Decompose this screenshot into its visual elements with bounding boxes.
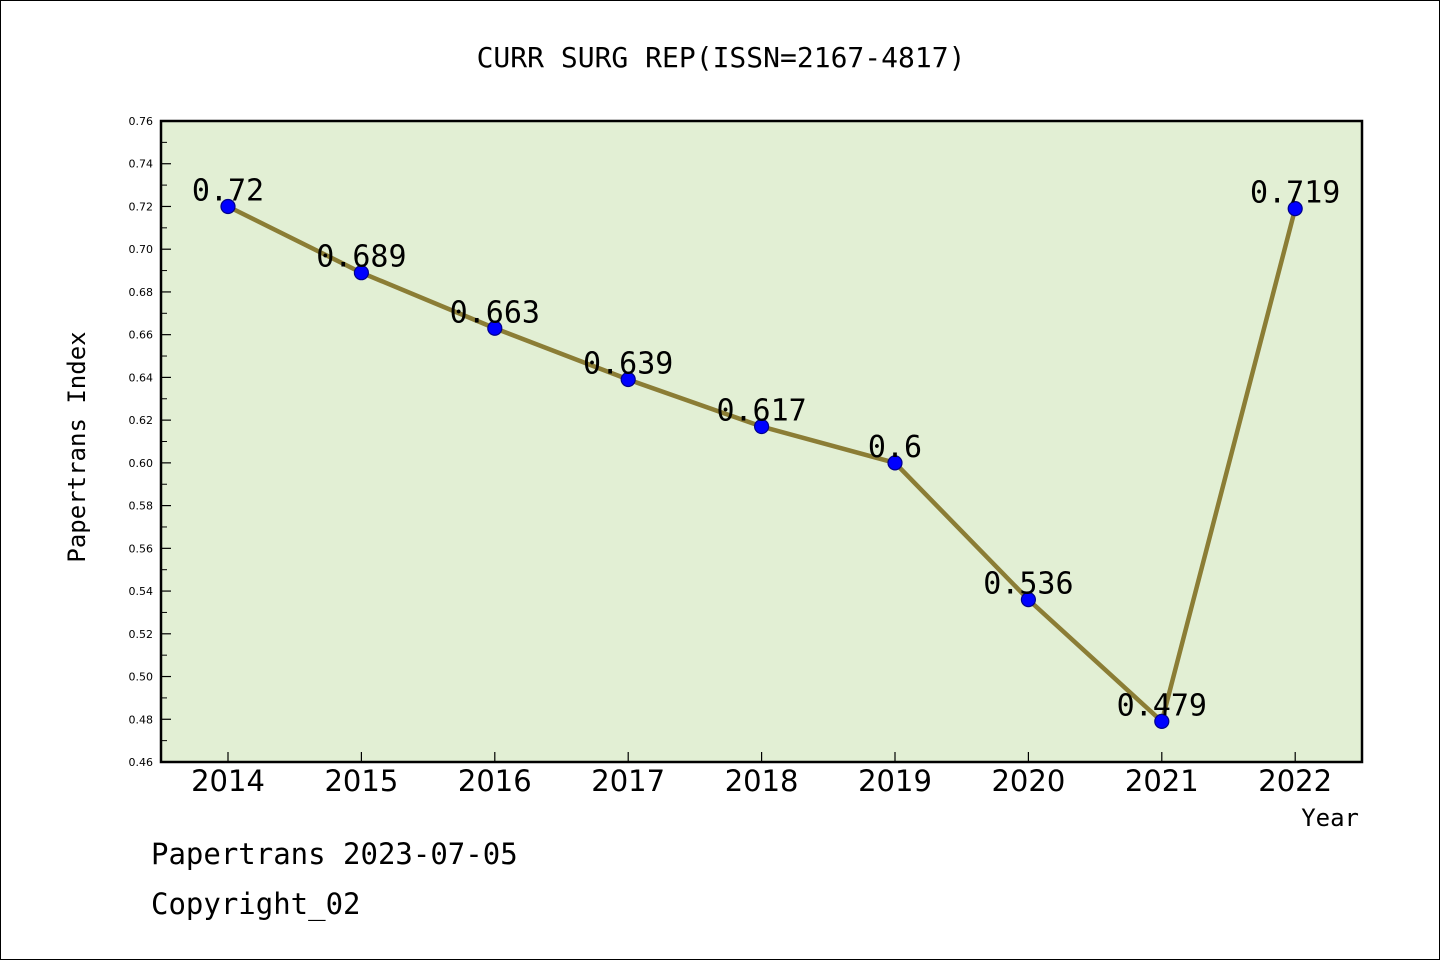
chart-title: CURR SURG REP(ISSN=2167-4817) <box>477 41 966 74</box>
data-point-marker <box>220 198 236 215</box>
y-tick-label: 0.66 <box>129 329 154 342</box>
data-label: 0.536 <box>983 567 1073 602</box>
y-tick-label: 0.72 <box>129 200 154 213</box>
data-series: 0.72 0.689 0.663 0.639 0.617 0.6 0.536 0.479 0.7… <box>192 173 1340 730</box>
y-tick-label: 0.76 <box>129 115 154 128</box>
x-axis: 2014 2015 2016 2017 2018 2019 2020 2021 2022 <box>191 752 1332 798</box>
footer-date: Papertrans 2023-07-05 <box>151 837 518 871</box>
data-point-marker <box>887 455 903 471</box>
y-tick-label: 0.50 <box>129 671 154 684</box>
y-axis: 0.46 0.48 0.50 0.52 0.54 0.56 0.58 0.60 0.62 0.64… <box>129 115 171 769</box>
y-tick-label: 0.58 <box>129 500 154 513</box>
y-tick-label: 0.70 <box>129 243 154 256</box>
data-label: 0.663 <box>450 295 540 330</box>
data-point-marker <box>1020 592 1037 608</box>
x-tick-label: 2016 <box>458 764 532 798</box>
y-tick-label: 0.46 <box>129 756 154 769</box>
data-label: 0.617 <box>716 394 806 429</box>
y-tick-label: 0.56 <box>129 542 154 555</box>
data-point-marker <box>487 320 503 336</box>
data-label: 0.72 <box>192 173 264 208</box>
x-tick-label: 2018 <box>725 764 799 798</box>
data-point-marker <box>1287 201 1303 217</box>
x-tick-label: 2020 <box>991 764 1065 798</box>
plot-area <box>159 119 1364 764</box>
data-label: 0.689 <box>316 240 406 275</box>
y-tick-label: 0.60 <box>129 457 154 470</box>
y-tick-label: 0.68 <box>129 286 154 299</box>
y-axis-label: Papertrans Index <box>63 331 91 562</box>
data-label: 0.479 <box>1117 688 1207 723</box>
data-point-marker <box>753 418 770 435</box>
x-tick-label: 2014 <box>191 764 265 798</box>
x-tick-label: 2015 <box>324 764 398 798</box>
data-point-marker <box>1154 713 1170 730</box>
x-tick-label: 2022 <box>1258 764 1332 798</box>
y-tick-label: 0.74 <box>129 158 154 171</box>
data-label: 0.6 <box>868 430 922 465</box>
data-label: 0.639 <box>583 347 673 382</box>
data-label: 0.719 <box>1250 176 1340 211</box>
y-tick-label: 0.64 <box>129 371 154 384</box>
y-tick-label: 0.52 <box>129 628 154 641</box>
y-tick-label: 0.62 <box>129 414 154 427</box>
y-tick-label: 0.48 <box>129 713 154 726</box>
data-point-marker <box>353 265 369 281</box>
x-tick-label: 2017 <box>591 764 665 798</box>
footer-copyright: Copyright_02 <box>151 887 361 922</box>
y-tick-label: 0.54 <box>129 585 154 598</box>
x-tick-label: 2019 <box>858 764 932 798</box>
data-point-marker <box>620 371 636 388</box>
x-axis-label: Year <box>1301 804 1359 832</box>
x-tick-label: 2021 <box>1125 764 1199 798</box>
